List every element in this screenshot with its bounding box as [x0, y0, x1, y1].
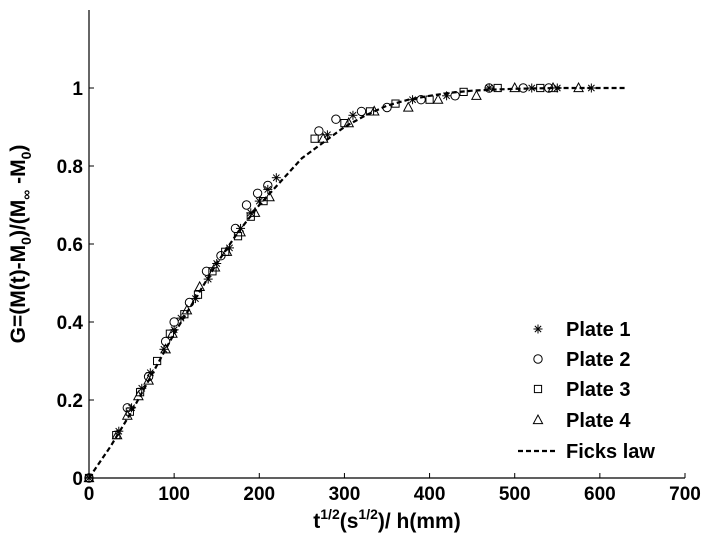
data-point-square [536, 83, 545, 93]
legend-marker [533, 354, 543, 364]
x-tick-label: 400 [414, 484, 446, 505]
y-axis-label: G=(M(t)-M0)/(M∞ -M0) [7, 145, 34, 344]
data-point-triangle [343, 117, 355, 128]
data-point-circle [143, 371, 154, 382]
data-point-asterisk [271, 173, 281, 183]
tick-group: 0 100 200 300 400 500 600 700 0 0.2 0.4 0.6 0.8 1 [57, 79, 701, 505]
data-point-square [391, 99, 400, 108]
data-point-square [493, 83, 502, 93]
legend-label-plate-2: Plate 2 [566, 349, 630, 371]
x-axis-label: t1/2(s1/2)/ h(mm) [313, 506, 460, 533]
data-point-triangle [368, 105, 380, 116]
legend-item-plate-4: Plate 4 [532, 410, 631, 432]
legend-marker-square [533, 384, 543, 394]
legend-marker [532, 413, 544, 425]
data-point-triangle [509, 81, 521, 93]
data-point-triangle [143, 374, 155, 385]
data-point-asterisk [203, 274, 213, 284]
data-point-circle [484, 83, 494, 93]
x-tick-label: 300 [329, 484, 361, 505]
data-point-triangle [264, 191, 275, 202]
data-point-triangle [573, 81, 585, 93]
data-point-circle [241, 200, 252, 210]
data-point-asterisk [212, 259, 222, 268]
x-tick-label: 100 [158, 484, 190, 505]
data-point-square [193, 290, 203, 299]
data-point-triangle [470, 89, 482, 100]
data-point-asterisk [254, 196, 264, 206]
y-tick-label: 0.8 [57, 157, 83, 178]
data-point-triangle [167, 327, 178, 338]
legend-marker [533, 384, 543, 394]
legend-item-ficks-law: Ficks law [518, 441, 655, 463]
data-point-triangle [132, 390, 144, 401]
x-tick-label: 200 [243, 484, 275, 505]
data-point-triangle [221, 245, 233, 256]
data-point-circle [544, 83, 554, 93]
data-point-square [153, 356, 162, 366]
data-point-triangle [317, 132, 329, 143]
x-tick-label: 0 [84, 484, 95, 505]
legend-marker-triangle [532, 413, 544, 425]
legend-label-plate-3: Plate 3 [566, 379, 630, 401]
legend-label-ficks-law: Ficks law [566, 441, 655, 463]
data-point-asterisk [408, 95, 418, 105]
data-point-square [135, 388, 145, 397]
legend: Plate 1 Plate 2 Plate 3 Plate 4 Ficks la… [518, 319, 655, 463]
data-point-square [459, 87, 468, 97]
data-point-asterisk [527, 83, 537, 93]
data-point-circle [252, 188, 263, 199]
plot-area [89, 10, 685, 478]
data-point-triangle [547, 81, 559, 93]
legend-item-plate-3: Plate 3 [533, 379, 630, 401]
x-tick-label: 700 [669, 484, 701, 505]
marker-group [83, 81, 596, 483]
data-point-circle [450, 91, 460, 101]
data-point-asterisk [348, 110, 358, 120]
data-point-triangle [402, 101, 414, 112]
data-point-asterisk [586, 83, 596, 93]
data-point-circle [518, 83, 528, 93]
data-point-triangle [432, 93, 444, 104]
data-point-triangle [181, 304, 193, 315]
y-tick-label: 0.4 [57, 313, 84, 334]
legend-marker-asterisk [533, 324, 543, 334]
y-tick-label: 1 [72, 79, 83, 100]
data-point-triangle [111, 429, 123, 440]
y-tick-label: 0.6 [57, 235, 83, 256]
data-point-square [310, 134, 319, 143]
data-point-circle [169, 317, 179, 327]
data-point-circle [263, 180, 273, 191]
legend-item-plate-2: Plate 2 [533, 349, 630, 371]
data-point-asterisk [484, 83, 494, 93]
y-tick-label: 0 [72, 469, 83, 490]
data-point-circle [331, 114, 341, 124]
data-point-triangle [194, 280, 206, 291]
data-point-circle [314, 126, 324, 136]
data-point-circle [382, 102, 392, 113]
data-point-circle [184, 297, 195, 308]
data-point-triangle [249, 206, 261, 217]
x-tick-label: 600 [584, 484, 616, 505]
data-point-triangle [83, 471, 95, 483]
data-point-circle [356, 106, 367, 117]
legend-item-plate-1: Plate 1 [533, 319, 630, 341]
legend-marker [533, 324, 543, 334]
data-point-triangle [160, 343, 172, 354]
data-point-triangle [121, 409, 133, 420]
data-point-circle [416, 95, 426, 105]
legend-marker-circle [533, 354, 543, 364]
legend-label-plate-1: Plate 1 [566, 319, 630, 341]
data-point-triangle [209, 261, 221, 272]
y-tick-label: 0.2 [57, 391, 83, 412]
data-point-circle [160, 336, 171, 347]
data-point-asterisk [442, 91, 452, 101]
data-point-triangle [235, 226, 246, 237]
legend-label-plate-4: Plate 4 [566, 410, 631, 432]
x-tick-label: 500 [499, 484, 531, 505]
data-point-square [425, 95, 434, 104]
